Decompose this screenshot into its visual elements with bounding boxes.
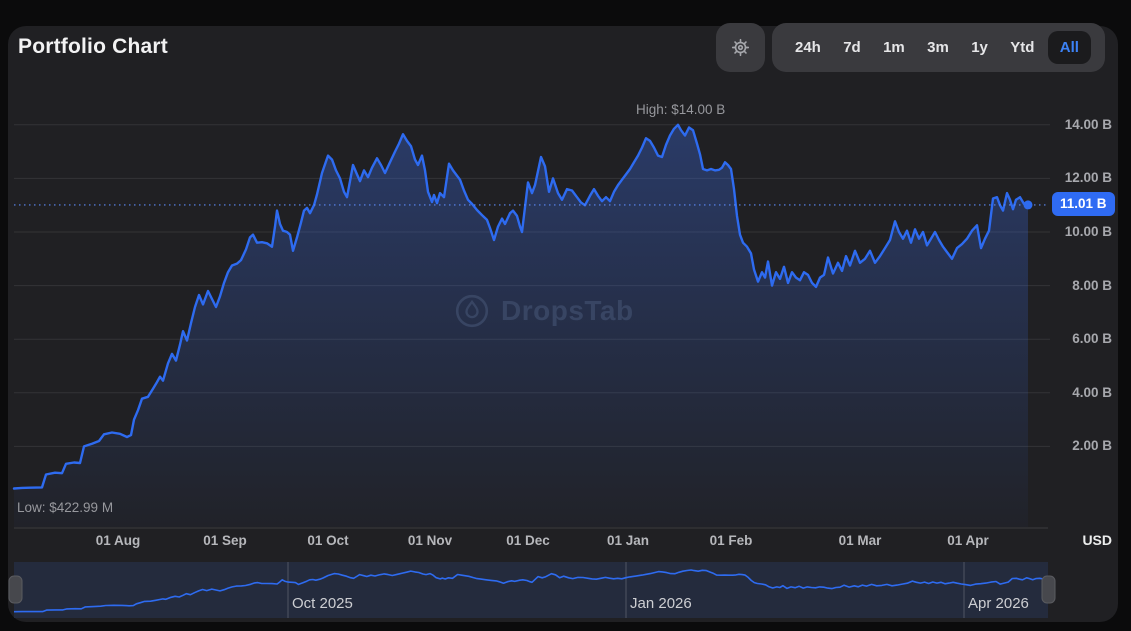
- navigator-series-line: [13, 569, 1049, 613]
- latest-point-marker: [1023, 200, 1033, 210]
- range-button-1m[interactable]: 1m: [883, 39, 905, 56]
- range-button-all[interactable]: All: [1047, 31, 1091, 64]
- navigator-tick-label: Apr 2026: [968, 595, 1029, 612]
- x-tick-label: 01 Jan: [606, 533, 650, 548]
- watermark-text: DropsTab: [501, 295, 634, 326]
- gear-icon: [731, 38, 750, 57]
- watermark: DropsTab: [454, 293, 634, 329]
- current-value-badge: 11.01 B: [1052, 192, 1115, 216]
- y-tick-label: 6.00 B: [1072, 331, 1112, 347]
- settings-button[interactable]: [716, 23, 765, 72]
- series-line: [12, 123, 1030, 490]
- x-tick-label: 01 Oct: [307, 533, 349, 548]
- x-tick-label: 01 Sep: [203, 533, 247, 548]
- page-title: Portfolio Chart: [18, 35, 168, 58]
- x-tick-label: 01 Mar: [838, 533, 882, 548]
- series-area-fill: [14, 124, 1028, 528]
- range-button-1y[interactable]: 1y: [971, 39, 988, 56]
- time-range-selector: 24h 7d 1m 3m 1y Ytd All: [772, 23, 1105, 72]
- high-value-label: High: $14.00 B: [636, 102, 726, 117]
- x-tick-label: 01 Nov: [407, 533, 453, 548]
- range-button-ytd[interactable]: Ytd: [1010, 39, 1035, 56]
- x-tick-label: 01 Apr: [947, 533, 989, 548]
- range-button-24h[interactable]: 24h: [795, 39, 821, 56]
- y-tick-label: 8.00 B: [1072, 277, 1112, 293]
- navigator-right-handle[interactable]: [1041, 575, 1056, 604]
- x-tick-label: 01 Aug: [95, 533, 141, 548]
- dropstab-logo-icon: [455, 294, 489, 328]
- y-tick-label: 14.00 B: [1064, 116, 1112, 132]
- y-tick-label: 12.00 B: [1064, 170, 1112, 186]
- y-tick-label: 10.00 B: [1064, 224, 1112, 239]
- y-tick-label: 4.00 B: [1072, 384, 1112, 400]
- y-tick-label: 2.00 B: [1072, 438, 1112, 454]
- navigator-tick-label: Jan 2026: [630, 595, 692, 612]
- range-button-3m[interactable]: 3m: [927, 39, 949, 56]
- low-value-label: Low: $422.99 M: [17, 500, 114, 515]
- x-tick-label: 01 Dec: [506, 533, 550, 548]
- x-tick-label: 01 Feb: [709, 533, 753, 548]
- navigator-left-handle[interactable]: [8, 575, 23, 604]
- currency-label: USD: [1082, 532, 1112, 548]
- range-button-7d[interactable]: 7d: [843, 39, 861, 56]
- navigator-tick-label: Oct 2025: [292, 595, 353, 612]
- navigator-band[interactable]: [14, 562, 1048, 618]
